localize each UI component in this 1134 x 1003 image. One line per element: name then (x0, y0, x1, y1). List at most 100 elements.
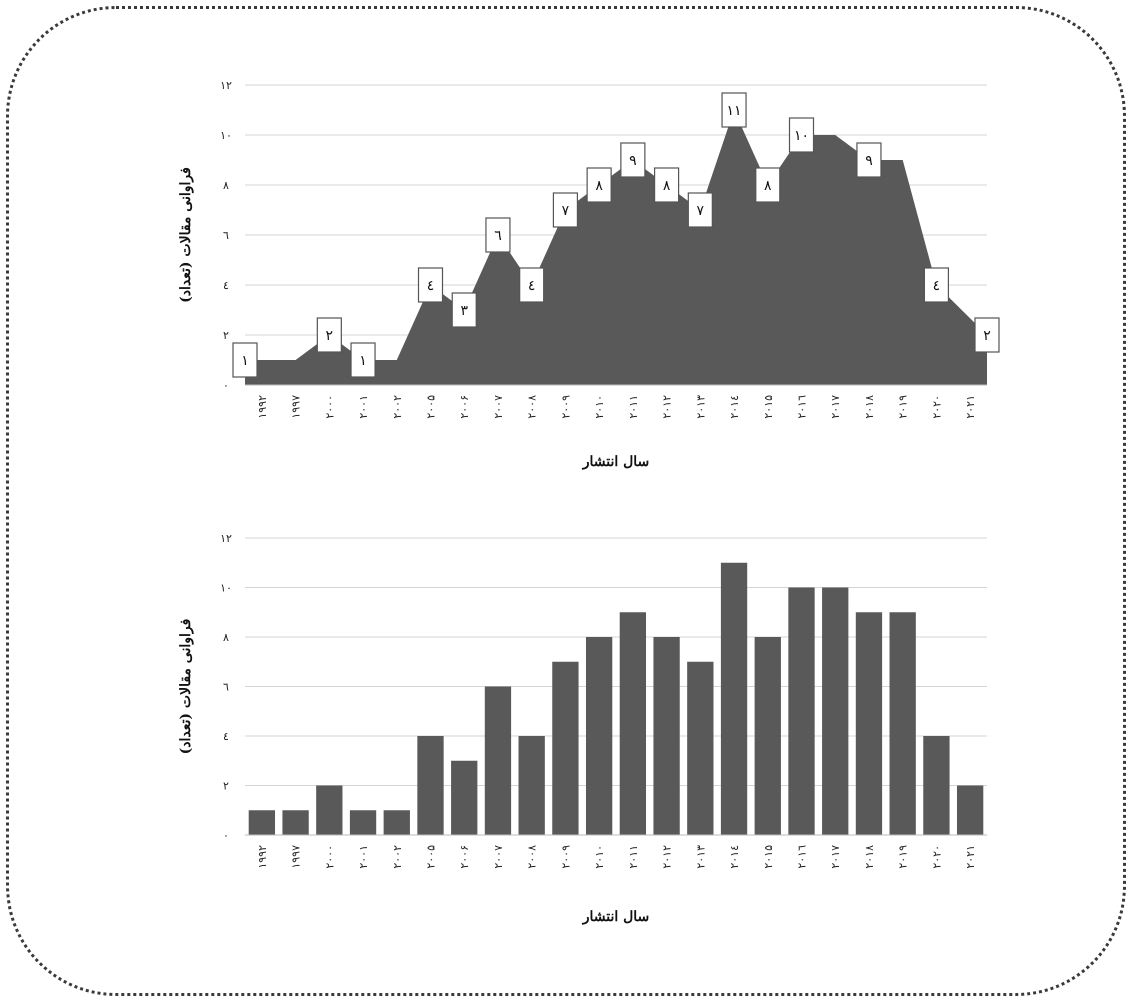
x-tick-label: ۲۰۱٤ (728, 845, 741, 869)
x-axis-title: سال انتشار (582, 454, 650, 470)
x-tick-label: ۲۰۱۵ (762, 845, 775, 869)
data-label: ۱ (241, 353, 249, 369)
x-tick-label: ۲۰۰۸ (526, 845, 539, 869)
x-tick-label: ۲۰۲۰ (930, 845, 943, 869)
data-label: ۷ (697, 203, 705, 219)
data-label-box (552, 192, 579, 228)
bar (720, 562, 748, 835)
bar (383, 810, 410, 835)
data-label: ۸ (764, 178, 772, 194)
bar (889, 612, 916, 835)
x-tick-label: ۲۰۰۹ (559, 845, 572, 869)
data-label: ۷ (562, 203, 570, 219)
data-label: ۱۱ (727, 103, 742, 119)
x-tick-label: ۲۰۰۶ (458, 845, 471, 869)
data-label: ۹ (629, 153, 637, 169)
x-tick-label: ۲۰۱۱ (627, 395, 640, 419)
data-label-box (923, 267, 950, 303)
x-tick-label: ۲۰۱٦ (796, 395, 809, 419)
x-tick-label: ۲۰۰۷ (492, 395, 505, 419)
bar (923, 736, 950, 835)
x-tick-label: ۲۰۰۸ (526, 395, 539, 419)
x-tick-label: ۲۰۰۱ (357, 395, 370, 419)
x-tick-label: ۲۰۱٦ (796, 845, 809, 869)
y-axis-title: فراوانی مقالات (تعداد) (178, 167, 194, 303)
bar (552, 661, 579, 835)
data-label-box (974, 317, 1000, 353)
x-tick-label: ۱۹۹۲ (256, 395, 269, 419)
data-label-box (755, 167, 781, 203)
x-tick-label: ۲۰۰۲ (391, 845, 404, 869)
x-axis-title: سال انتشار (582, 909, 650, 925)
x-tick-label: ۲۰۰۱ (357, 845, 370, 869)
x-tick-label: ۲۰۱۱ (627, 845, 640, 869)
x-tick-label: ۲۰۱۲ (661, 395, 674, 419)
x-tick-label: ۲۰۱۷ (829, 395, 842, 419)
data-label-box (856, 142, 882, 178)
bar-chart: ۰ ۲ ٤ ٦ ۸ ۱۰ ۱۲ ۱۹۹۲ ۱۹۹۷ ۲۰۰۰ ۲۰۰۱ ۲۰۰۲ ۲۰۰۵ ۲۰۰۶ ۲۰۰… (178, 532, 987, 925)
rounded-dotted-frame (6, 6, 1126, 996)
data-label: ۹ (865, 153, 873, 169)
bar (484, 686, 512, 835)
x-tick-label: ۲۰۱۸ (863, 845, 876, 869)
data-label-box (788, 117, 815, 153)
bar (451, 760, 478, 835)
data-label: ۲ (983, 328, 991, 344)
y-tick-label: ٦ (223, 229, 229, 242)
x-tick-label: ۲۰۱۹ (897, 395, 910, 419)
y-tick-label: ۱۲ (220, 532, 232, 545)
bar (754, 637, 781, 835)
y-tick-label: ٦ (223, 681, 229, 694)
x-tick-label: ۲۰۲۰ (930, 395, 943, 419)
bar (653, 637, 680, 835)
data-label-box (485, 217, 511, 253)
x-tick-label: ۲۰۱۰ (593, 845, 606, 869)
y-tick-label: ۸ (223, 179, 229, 192)
x-tick-label: ۲۰۱۵ (762, 395, 775, 419)
bar (687, 661, 714, 835)
data-label: ٤ (933, 278, 941, 294)
x-tick-label: ۲۰۰۰ (323, 845, 336, 869)
x-tick-label: ۲۰۱۹ (897, 845, 910, 869)
x-tick-label: ۲۰۰۶ (458, 395, 471, 419)
data-label: ۸ (595, 178, 603, 194)
bar (518, 736, 545, 835)
data-label-box (586, 167, 612, 203)
bar (417, 736, 444, 835)
data-label-box (620, 142, 646, 178)
data-label: ٤ (528, 278, 536, 294)
data-label: ٦ (494, 228, 502, 244)
data-label: ۲ (326, 328, 334, 344)
x-tick-label: ۲۰۱۲ (661, 845, 674, 869)
x-tick-label: ۲۰۰۵ (425, 845, 438, 869)
data-label-box (232, 342, 258, 378)
area-series (245, 110, 987, 385)
x-tick-label: ۲۰۱۰ (593, 395, 606, 419)
data-label-box (417, 267, 444, 303)
x-tick-label: ۱۹۹۷ (290, 845, 303, 869)
y-tick-label: ۱۰ (220, 582, 232, 595)
y-tick-label: ۸ (223, 631, 229, 644)
x-tick-label: ۲۰۰۷ (492, 845, 505, 869)
data-label-box (519, 267, 545, 303)
bar (822, 587, 849, 835)
bar (619, 612, 647, 835)
data-label-box (721, 92, 747, 128)
data-label: ۸ (663, 178, 671, 194)
x-tick-label: ۲۰۰۲ (391, 395, 404, 419)
x-tick-label: ۱۹۹۷ (290, 395, 303, 419)
x-tick-label: ۲۰۱٤ (728, 395, 741, 419)
x-tick-label: ۲۰۲۱ (964, 845, 977, 869)
data-label-box (687, 192, 713, 228)
data-label-box (653, 167, 680, 203)
bar (282, 810, 309, 835)
x-tick-label: ۱۹۹۲ (256, 845, 269, 869)
y-tick-label: ۰ (223, 829, 229, 842)
x-tick-label: ۲۰۲۱ (964, 395, 977, 419)
bar (956, 785, 984, 835)
x-tick-label: ۲۰۱۷ (829, 845, 842, 869)
x-tick-label: ۲۰۰۵ (425, 395, 438, 419)
data-label-box (350, 342, 376, 378)
y-tick-label: ۱۲ (220, 79, 232, 92)
